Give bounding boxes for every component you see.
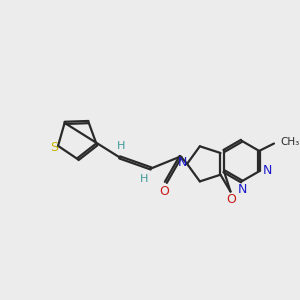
Text: O: O [159, 185, 169, 198]
Text: O: O [226, 194, 236, 206]
Text: S: S [50, 141, 58, 154]
Text: N: N [263, 164, 272, 177]
Text: N: N [238, 183, 247, 196]
Text: CH₃: CH₃ [280, 137, 300, 147]
Text: H: H [117, 141, 126, 151]
Text: N: N [178, 156, 187, 170]
Text: H: H [140, 174, 148, 184]
